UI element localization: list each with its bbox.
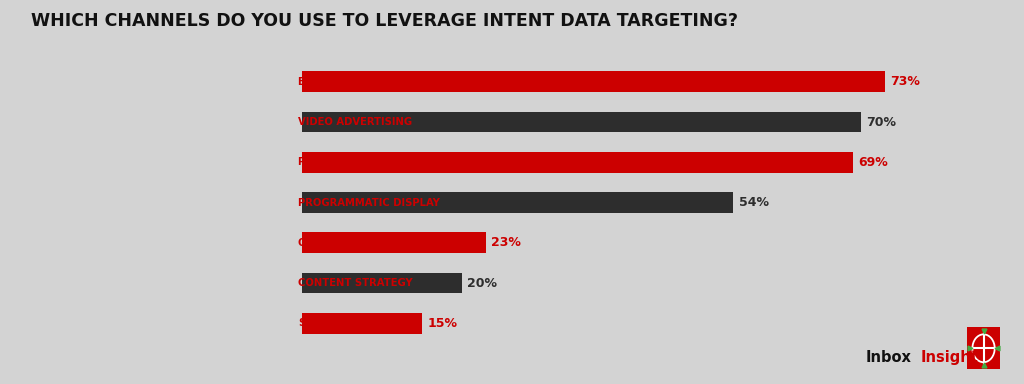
Text: 73%: 73% [891, 75, 921, 88]
Bar [302, 232, 485, 253]
Text: 70%: 70% [866, 116, 897, 129]
Text: 54%: 54% [739, 196, 769, 209]
Bar [302, 313, 422, 334]
Text: 69%: 69% [858, 156, 889, 169]
Text: WHICH CHANNELS DO YOU USE TO LEVERAGE INTENT DATA TARGETING?: WHICH CHANNELS DO YOU USE TO LEVERAGE IN… [31, 12, 737, 30]
Text: Inbox: Inbox [865, 350, 911, 365]
Bar [302, 71, 885, 92]
Text: VIDEO ADVERTISING: VIDEO ADVERTISING [298, 117, 413, 127]
Text: 23%: 23% [492, 236, 521, 249]
Bar [302, 111, 861, 132]
Text: CONTENT STRATEGY: CONTENT STRATEGY [298, 278, 413, 288]
Text: OUTBOUND CALLS: OUTBOUND CALLS [298, 238, 400, 248]
Text: 15%: 15% [427, 317, 458, 330]
Text: 20%: 20% [467, 276, 498, 290]
Bar [302, 192, 733, 213]
Bar [302, 152, 853, 173]
Text: PROGRAMMATIC DISPLAY: PROGRAMMATIC DISPLAY [298, 197, 440, 207]
Text: EMAIL MARKETING / NURTURE WORKFLOWS: EMAIL MARKETING / NURTURE WORKFLOWS [298, 77, 544, 87]
Text: Insight: Insight [921, 350, 979, 365]
Bar [302, 273, 462, 293]
Text: PAID SOCIAL MEDIA: PAID SOCIAL MEDIA [298, 157, 409, 167]
Text: SEM: SEM [298, 318, 322, 328]
